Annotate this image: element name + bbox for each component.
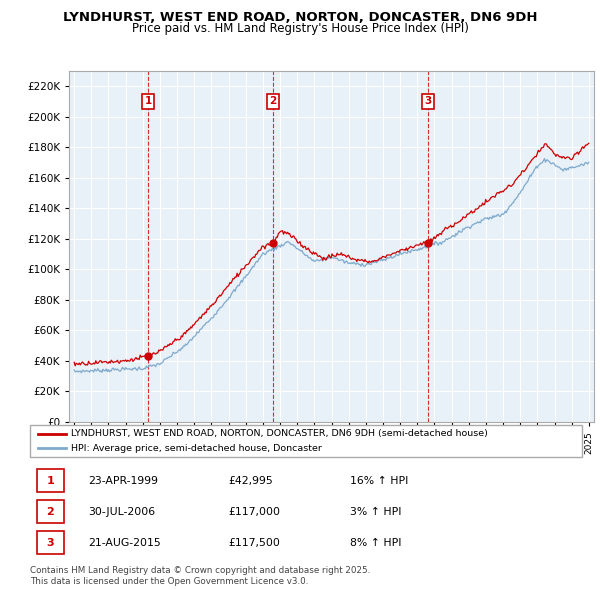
Text: 21-AUG-2015: 21-AUG-2015 [88, 538, 161, 548]
Text: LYNDHURST, WEST END ROAD, NORTON, DONCASTER, DN6 9DH (semi-detached house): LYNDHURST, WEST END ROAD, NORTON, DONCAS… [71, 429, 488, 438]
Text: 3: 3 [425, 96, 432, 106]
Text: Contains HM Land Registry data © Crown copyright and database right 2025.
This d: Contains HM Land Registry data © Crown c… [30, 566, 370, 586]
Text: 1: 1 [47, 476, 54, 486]
Text: 23-APR-1999: 23-APR-1999 [88, 476, 158, 486]
Text: 30-JUL-2006: 30-JUL-2006 [88, 507, 155, 517]
Text: HPI: Average price, semi-detached house, Doncaster: HPI: Average price, semi-detached house,… [71, 444, 322, 453]
Text: Price paid vs. HM Land Registry's House Price Index (HPI): Price paid vs. HM Land Registry's House … [131, 22, 469, 35]
Text: 2: 2 [47, 507, 54, 517]
Text: £42,995: £42,995 [229, 476, 274, 486]
Text: LYNDHURST, WEST END ROAD, NORTON, DONCASTER, DN6 9DH: LYNDHURST, WEST END ROAD, NORTON, DONCAS… [63, 11, 537, 24]
Bar [37, 532, 64, 554]
Text: 1: 1 [145, 96, 152, 106]
Bar [37, 470, 64, 492]
Text: 3% ↑ HPI: 3% ↑ HPI [350, 507, 401, 517]
Text: 8% ↑ HPI: 8% ↑ HPI [350, 538, 401, 548]
Text: £117,500: £117,500 [229, 538, 281, 548]
Text: £117,000: £117,000 [229, 507, 281, 517]
Text: 3: 3 [47, 538, 54, 548]
Bar [37, 500, 64, 523]
Text: 2: 2 [269, 96, 277, 106]
Text: 16% ↑ HPI: 16% ↑ HPI [350, 476, 409, 486]
